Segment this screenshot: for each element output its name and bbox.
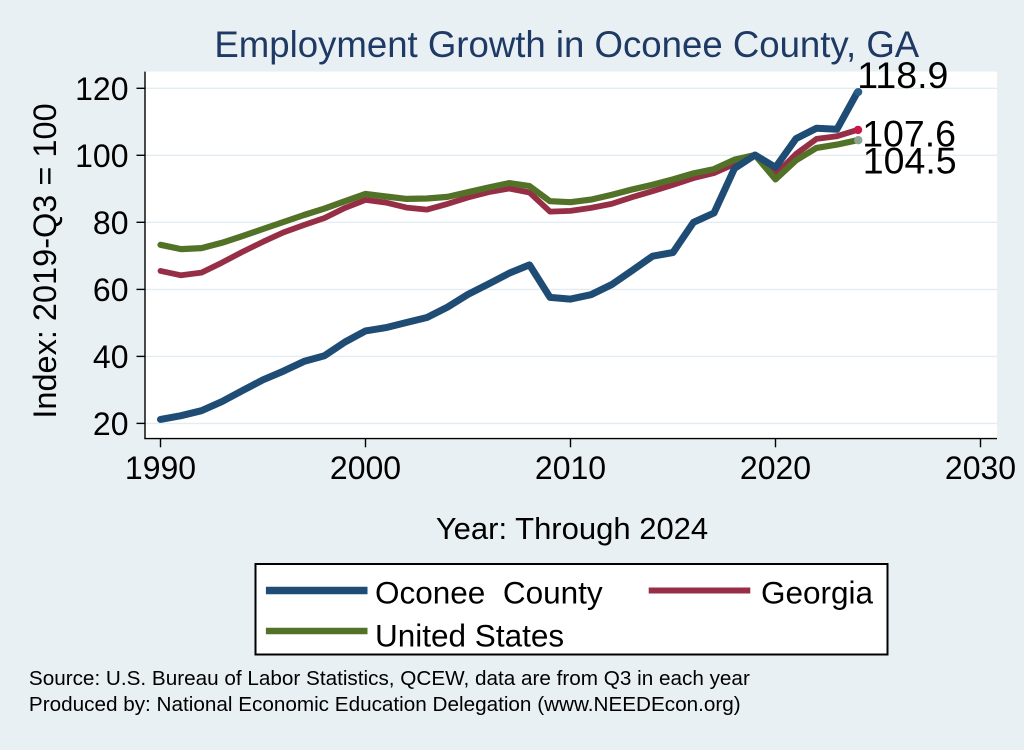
svg-text:Oconee County: Oconee County: [375, 575, 603, 611]
svg-text:104.5: 104.5: [863, 139, 957, 181]
svg-text:Source: U.S. Bureau of Labor S: Source: U.S. Bureau of Labor Statistics,…: [29, 667, 750, 690]
svg-text:Produced by: National Economic: Produced by: National Economic Education…: [29, 693, 741, 716]
svg-text:United States: United States: [375, 618, 564, 654]
svg-text:100: 100: [75, 138, 128, 174]
svg-text:120: 120: [75, 71, 128, 107]
svg-text:60: 60: [93, 272, 129, 308]
svg-text:20: 20: [93, 406, 129, 442]
svg-text:2020: 2020: [740, 450, 811, 486]
svg-text:Index: 2019-Q3 = 100: Index: 2019-Q3 = 100: [27, 103, 63, 418]
svg-text:118.9: 118.9: [857, 54, 948, 96]
svg-text:107.6: 107.6: [862, 113, 956, 155]
svg-text:Employment Growth in Oconee Co: Employment Growth in Oconee County, GA: [214, 24, 919, 65]
svg-text:2030: 2030: [945, 450, 1016, 486]
svg-text:2010: 2010: [535, 450, 606, 486]
svg-text:80: 80: [93, 205, 129, 241]
svg-text:1990: 1990: [125, 450, 196, 486]
svg-text:2000: 2000: [330, 450, 401, 486]
svg-text:Georgia: Georgia: [761, 575, 874, 611]
svg-text:40: 40: [93, 339, 129, 375]
svg-text:Year: Through 2024: Year: Through 2024: [436, 511, 708, 546]
